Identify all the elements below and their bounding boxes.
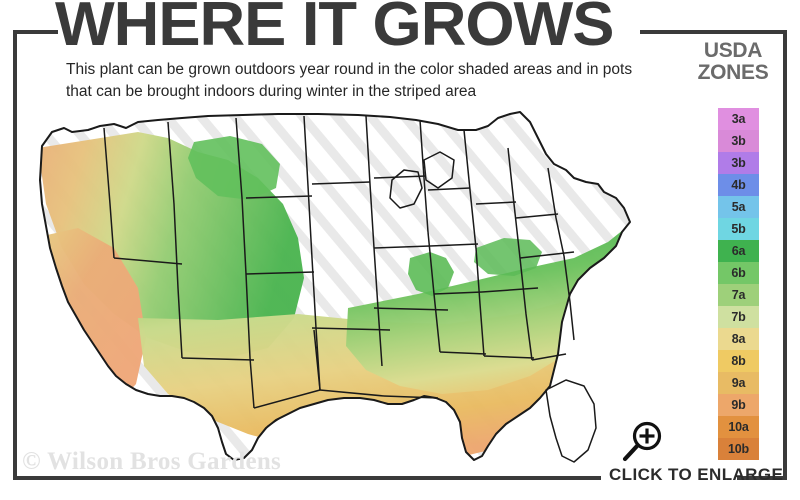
copyright-watermark: © Wilson Bros Gardens (22, 448, 282, 475)
state-boundaries (39, 111, 631, 463)
zone-label: 3b (731, 134, 746, 148)
frame-right-border (783, 30, 787, 480)
zone-label: 10b (728, 442, 749, 456)
hardiness-zone-map[interactable] (18, 108, 678, 473)
zone-swatch-10a-14: 10a (718, 416, 759, 438)
zone-label: 3a (731, 112, 746, 126)
zone-label: 10a (728, 420, 749, 434)
zone-swatch-9a-12: 9a (718, 372, 759, 394)
click-to-enlarge-label[interactable]: CLICK TO ENLARGE (609, 465, 784, 484)
legend-title: USDA ZONES (683, 39, 783, 85)
frame-bottom-right-segment (737, 476, 787, 480)
zone-label: 9b (731, 398, 746, 412)
zone-label: 7a (731, 288, 746, 302)
zone-label: 7b (731, 310, 746, 324)
zone-label: 5b (731, 222, 746, 236)
page-subtitle: This plant can be grown outdoors year ro… (66, 61, 633, 101)
zone-swatch-5a-4: 5a (718, 196, 759, 218)
frame-top-left-segment (13, 30, 58, 34)
zone-swatch-7b-9: 7b (718, 306, 759, 328)
zone-label: 6a (731, 244, 746, 258)
zone-label: 8b (731, 354, 746, 368)
zone-swatch-8b-11: 8b (718, 350, 759, 372)
zone-swatch-6b-7: 6b (718, 262, 759, 284)
zone-swatch-6a-6: 6a (718, 240, 759, 262)
zone-swatch-4b-3: 4b (718, 174, 759, 196)
zone-swatch-3a-0: 3a (718, 108, 759, 130)
zone-label: 3b (731, 156, 746, 170)
frame-top-right-segment (640, 30, 787, 34)
zone-swatch-7a-8: 7a (718, 284, 759, 306)
magnifier-svg (622, 421, 662, 462)
zone-label: 6b (731, 266, 746, 280)
frame-left-border (13, 30, 17, 480)
zone-swatch-10b-15: 10b (718, 438, 759, 460)
pacific-northwest-green-patch (188, 136, 280, 200)
zone-label: 9a (731, 376, 746, 390)
zone-swatch-3b-1: 3b (718, 130, 759, 152)
northeast-green-patch (474, 238, 542, 276)
page-title: WHERE IT GROWS (55, 0, 614, 59)
michigan-green-patch (408, 252, 454, 296)
zone-swatch-9b-13: 9b (718, 394, 759, 416)
zone-swatch-3b-2: 3b (718, 152, 759, 174)
zone-swatch-5b-5: 5b (718, 218, 759, 240)
zone-label: 4b (731, 178, 746, 192)
magnifier-plus-icon[interactable] (619, 420, 665, 466)
zone-label: 5a (731, 200, 746, 214)
usda-zone-legend: 3a 3b 3b 4b 5a 5b 6a 6b 7a 7b 8a 8b 9a 9b 10a 10b (718, 108, 759, 460)
legend-title-line2: ZONES (697, 61, 769, 85)
zone-label: 8a (731, 332, 746, 346)
map-svg (18, 108, 678, 473)
legend-title-line1: USDA (703, 39, 763, 62)
frame-bottom-left-segment (13, 476, 601, 480)
zone-swatch-8a-10: 8a (718, 328, 759, 350)
